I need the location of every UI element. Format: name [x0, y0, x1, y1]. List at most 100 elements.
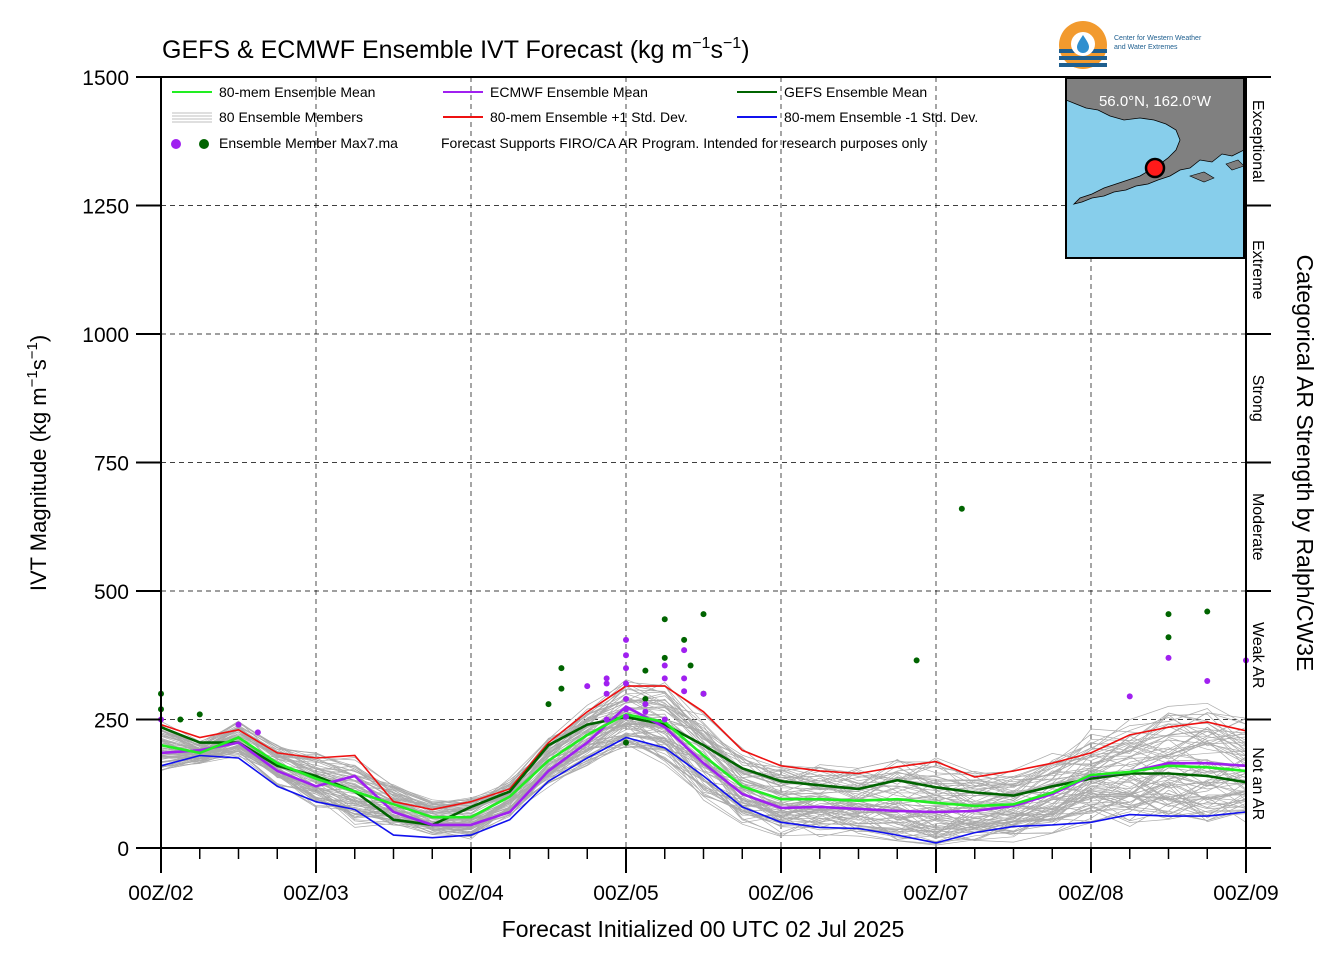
max-point-gefs: [958, 505, 965, 512]
x-tick-label: 00Z/05: [593, 882, 658, 905]
legend-swatch-members: [172, 112, 212, 123]
x-tick-label: 00Z/09: [1213, 882, 1278, 905]
max-point-ecmwf: [623, 713, 629, 720]
legend-mean80: 80-mem Ensemble Mean: [219, 84, 375, 100]
legend-dot-ecmwf: [171, 139, 181, 149]
ensemble-member-line: [160, 743, 1246, 839]
max-point-gefs: [687, 662, 694, 669]
category-label: Strong: [1249, 375, 1266, 422]
ensemble-member-line: [160, 697, 1247, 814]
ensemble-member-line: [160, 709, 1247, 827]
max-point-gefs: [1204, 608, 1211, 615]
ensemble-member-line: [160, 706, 1247, 818]
right-axis-label: Categorical AR Strength by Ralph/CW3E: [1292, 255, 1318, 672]
legend: 80-mem Ensemble Mean 80 Ensemble Members…: [171, 84, 978, 151]
ensemble-member-line: [160, 741, 1247, 845]
y-axis-label: IVT Magnitude (kg m−1s−1): [24, 335, 51, 591]
x-tick-label: 00Z/03: [283, 882, 348, 905]
y-tick-label: 250: [94, 710, 129, 733]
legend-plus-std: 80-mem Ensemble +1 Std. Dev.: [490, 109, 688, 125]
max-point-gefs: [661, 654, 668, 661]
max-point-gefs: [700, 611, 707, 618]
max-point-gefs: [558, 665, 565, 672]
inset-location-label: 56.0°N, 162.0°W: [1099, 93, 1212, 110]
y-axis-ticks: 0 250 500 750 1000 1250 1500: [82, 67, 161, 861]
ensemble-max-points: [158, 505, 1249, 746]
legend-disclaimer: Forecast Supports FIRO/CA AR Program. In…: [441, 135, 927, 151]
ensemble-member-line: [160, 709, 1247, 814]
logo-text-line1: Center for Western Weather: [1114, 35, 1202, 42]
max-point-ecmwf: [584, 683, 591, 690]
legend-max-points: Ensemble Member Max7.ma: [219, 135, 398, 151]
max-point-ecmwf: [623, 665, 629, 672]
y-tick-label: 1000: [82, 324, 129, 347]
max-point-gefs: [661, 616, 668, 623]
max-point-ecmwf: [235, 721, 242, 728]
legend-minus-std: 80-mem Ensemble -1 Std. Dev.: [784, 109, 978, 125]
max-point-ecmwf: [1165, 654, 1172, 661]
max-point-gefs: [913, 657, 920, 664]
max-point-ecmwf: [642, 708, 649, 715]
x-axis-ticks: 00Z/02 00Z/03 00Z/04 00Z/05 00Z/06 00Z/07 00Z/…: [128, 848, 1279, 905]
max-point-ecmwf: [681, 647, 688, 654]
max-point-ecmwf: [642, 701, 649, 708]
ensemble-member-line: [160, 699, 1247, 807]
chart-title: GEFS & ECMWF Ensemble IVT Forecast (kg m…: [162, 35, 750, 64]
max-point-ecmwf: [700, 690, 707, 697]
max-point-gefs: [1165, 611, 1172, 618]
max-point-ecmwf: [623, 695, 629, 702]
category-label: Exceptional: [1249, 100, 1266, 183]
category-label: Moderate: [1249, 493, 1266, 561]
max-point-ecmwf: [681, 688, 688, 695]
legend-members: 80 Ensemble Members: [219, 109, 363, 125]
ensemble-member-line: [160, 739, 1247, 837]
max-point-ecmwf: [1126, 693, 1133, 700]
max-point-gefs: [1165, 634, 1172, 641]
ensemble-member-line: [160, 682, 1247, 807]
max-point-gefs: [177, 716, 184, 723]
max-point-ecmwf: [603, 675, 610, 682]
x-tick-label: 00Z/08: [1058, 882, 1123, 905]
ensemble-member-line: [160, 745, 1247, 841]
y-tick-label: 750: [94, 453, 129, 476]
max-point-ecmwf: [623, 706, 629, 713]
max-point-ecmwf: [623, 636, 629, 643]
max-point-gefs: [196, 711, 203, 718]
cw3e-logo: Center for Western Weather and Water Ext…: [1059, 21, 1202, 69]
ensemble-series: [160, 685, 1247, 844]
x-tick-label: 00Z/07: [903, 882, 968, 905]
y-tick-label: 1250: [82, 196, 129, 219]
ensemble-member-line: [160, 687, 1247, 810]
max-point-ecmwf: [661, 675, 668, 682]
x-tick-label: 00Z/06: [748, 882, 813, 905]
max-point-ecmwf: [603, 716, 610, 723]
inset-land: [1065, 77, 1245, 205]
max-point-gefs: [558, 685, 565, 692]
max-point-gefs: [681, 636, 688, 643]
logo-text-line2: and Water Extremes: [1114, 44, 1178, 51]
x-tick-label: 00Z/04: [438, 882, 504, 905]
series-line-minus-std: [160, 736, 1247, 844]
ar-category-axis: Not an AR Weak AR Moderate Strong Extreme Exc…: [1246, 76, 1271, 849]
x-tick-label: 00Z/02: [128, 882, 193, 905]
ensemble-member-line: [160, 684, 1247, 804]
max-point-ecmwf: [623, 680, 629, 687]
max-point-ecmwf: [661, 716, 668, 723]
max-point-ecmwf: [623, 652, 629, 659]
max-point-gefs: [623, 739, 629, 746]
ensemble-member-line: [160, 691, 1247, 808]
category-label: Weak AR: [1249, 622, 1266, 688]
max-point-ecmwf: [603, 680, 610, 687]
max-point-gefs: [642, 695, 649, 702]
max-point-ecmwf: [681, 675, 688, 682]
series-line-plus-std: [160, 685, 1247, 811]
max-point-gefs: [545, 701, 552, 708]
ensemble-member-line: [160, 727, 1247, 835]
max-point-ecmwf: [254, 729, 261, 736]
legend-gefs-mean: GEFS Ensemble Mean: [784, 84, 927, 100]
y-tick-label: 0: [117, 838, 129, 861]
max-point-ecmwf: [1204, 677, 1211, 684]
legend-ecmwf-mean: ECMWF Ensemble Mean: [490, 84, 648, 100]
series-line-mean80: [160, 713, 1247, 819]
location-inset-map: 56.0°N, 162.0°W: [1065, 77, 1245, 259]
